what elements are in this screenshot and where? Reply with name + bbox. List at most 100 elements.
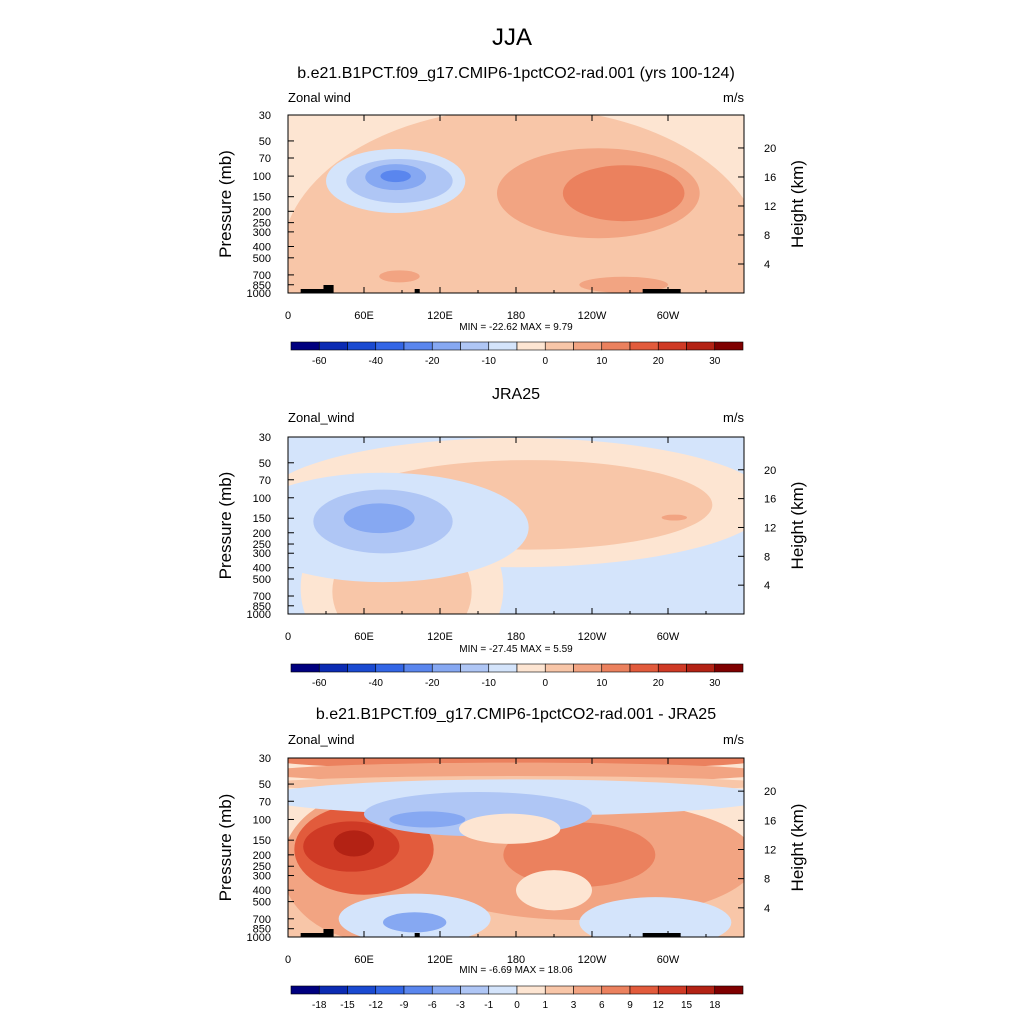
x-tick-label: 60W [657,310,680,322]
colorbar-swatch [573,985,603,995]
colorbar-label: -3 [456,1000,465,1011]
y-tick-label: 100 [253,171,271,183]
height-tick-label: 4 [764,580,770,592]
colorbar-swatch [431,341,461,351]
y-tick-label: 400 [253,241,271,253]
y-tick-label: 1000 [247,932,271,944]
x-tick-label: 60E [354,631,374,643]
x-tick-label: 120E [427,631,453,643]
y-tick-label: 700 [253,591,271,603]
topography-mask [300,285,681,293]
y-tick-label: 500 [253,253,271,265]
contour-region-14 [459,813,561,844]
colorbar-swatch [347,985,377,995]
y-axis-title: Pressure (mb) [216,794,235,902]
y-tick-label: 200 [253,850,271,862]
colorbar-swatch [488,663,518,673]
colorbar: -18 -15 -12 -9 -6 -3 -1 0 1 3 6 9 12 15 18 [290,985,744,1011]
contour-region-7 [343,503,415,534]
x-tick-label: 60E [354,310,374,322]
y-tick-label: 70 [259,796,271,808]
topography-block-4 [642,289,681,293]
colorbar-swatch [516,663,546,673]
height-tick-label: 16 [764,815,776,827]
y-tick-label: 500 [253,574,271,586]
height-tick-label: 4 [764,903,770,915]
height-tick-label: 8 [764,874,770,886]
colorbar-swatch [686,341,716,351]
panel-title: b.e21.B1PCT.f09_g17.CMIP6-1pctCO2-rad.00… [316,706,716,723]
colorbar-swatch [290,663,320,673]
contour-region-10 [579,276,669,293]
y-tick-label: 70 [259,153,271,165]
colorbar-label: -9 [400,1000,409,1011]
y-tick-label: 300 [253,871,271,883]
y-tick-label: 850 [253,280,271,292]
colorbar-swatch [544,985,574,995]
colorbar-swatch [601,663,631,673]
y-tick-label: 400 [253,563,271,575]
x-tick-label: 180 [507,631,525,643]
colorbar-label: 12 [653,1000,665,1011]
colorbar-swatch [686,985,716,995]
contour-region-7 [333,830,375,857]
contour-region-15 [516,870,592,911]
contour-field [288,758,744,937]
y-tick-label: 850 [253,924,271,936]
y-tick-label: 70 [259,475,271,487]
min-max-stats: MIN = -22.62 MAX = 9.79 [459,322,573,333]
colorbar-label: 0 [542,678,548,689]
colorbar-label: 6 [599,1000,605,1011]
colorbar-label: 3 [571,1000,577,1011]
y-tick-label: 50 [259,458,271,470]
colorbar-swatch [629,985,659,995]
height-tick-label: 20 [764,465,776,477]
colorbar-swatch [516,985,546,995]
colorbar-swatch [431,985,461,995]
x-tick-label: 60W [657,631,680,643]
colorbar-label: -20 [425,356,440,367]
colorbar-label: -20 [425,678,440,689]
colorbar-swatch [629,341,659,351]
x-tick-label: 180 [507,954,525,966]
height-tick-label: 12 [764,201,776,213]
colorbar-label: 1 [542,1000,548,1011]
height-tick-label: 4 [764,259,770,271]
contour-region-18 [383,912,447,933]
height-tick-label: 12 [764,844,776,856]
colorbar-swatch [516,341,546,351]
colorbar-label: 30 [709,678,721,689]
topography-block-4 [642,933,681,937]
colorbar-swatch [403,663,433,673]
topography-block-3 [414,933,420,937]
colorbar-swatch [601,341,631,351]
x-tick-label: 180 [507,310,525,322]
units-label: m/s [723,410,744,425]
colorbar-swatch [290,985,320,995]
min-max-stats: MIN = -27.45 MAX = 5.59 [459,644,573,655]
y-tick-label: 50 [259,136,271,148]
colorbar-label: 9 [627,1000,633,1011]
y-tick-label: 1000 [247,288,271,300]
colorbar-swatch [657,341,687,351]
colorbar-label: -10 [482,678,497,689]
height-tick-label: 16 [764,172,776,184]
height-tick-label: 20 [764,786,776,798]
y-tick-label: 300 [253,548,271,560]
colorbar-swatch [573,341,603,351]
y-tick-label: 200 [253,528,271,540]
y-tick-label: 300 [253,227,271,239]
colorbar-swatch [347,663,377,673]
y-tick-label: 30 [259,432,271,444]
y-tick-label: 1000 [247,609,271,621]
colorbar-swatch [431,663,461,673]
colorbar-swatch [318,663,348,673]
variable-label: Zonal wind [288,90,351,105]
colorbar-swatch [488,985,518,995]
colorbar-swatch [573,663,603,673]
contour-field [288,115,744,293]
colorbar-label: 0 [514,1000,520,1011]
contour-region-13 [389,811,466,828]
colorbar-label: -40 [369,356,384,367]
